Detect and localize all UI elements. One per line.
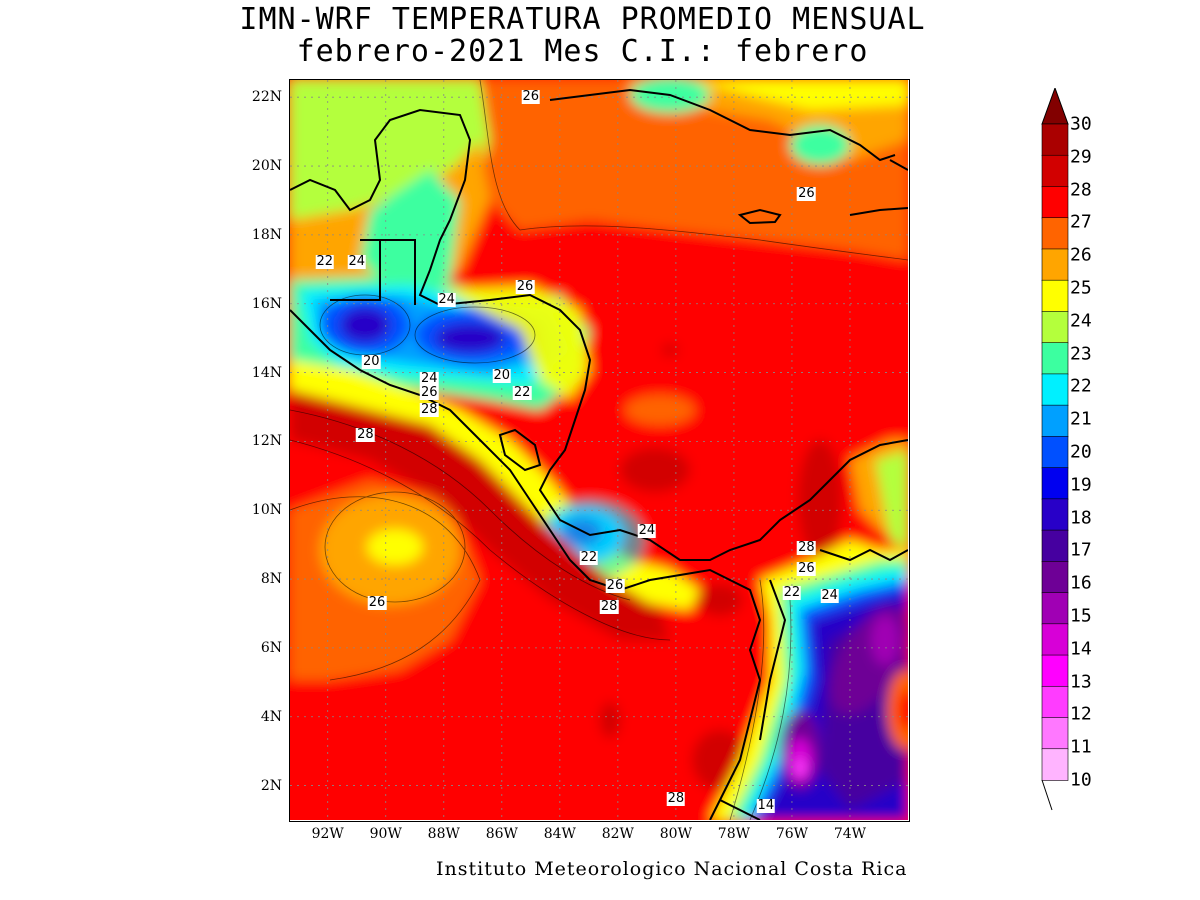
colorbar-level-label: 15: [1070, 605, 1092, 627]
colorbar-level-label: 21: [1070, 408, 1092, 430]
lon-tick-label: 76W: [775, 826, 809, 842]
colorbar-bin: [1041, 623, 1069, 656]
lat-tick-label: 18N: [251, 226, 282, 243]
lat-tick-label: 14N: [251, 364, 282, 381]
colorbar-bin: [1041, 248, 1069, 281]
lat-tick-label: 22N: [251, 89, 282, 106]
contour-label: 20: [492, 368, 512, 383]
colorbar-level-label: 12: [1070, 703, 1092, 725]
colorbar-bin: [1041, 373, 1069, 406]
colorbar-over-triangle: [1041, 88, 1069, 125]
colorbar-level-label: 16: [1070, 572, 1092, 594]
colorbar-level-label: 22: [1070, 375, 1092, 397]
lon-tick-label: 88W: [427, 826, 460, 842]
credit-text: Instituto Meteorologico Nacional Costa R…: [436, 858, 908, 880]
colorbar-level-label: 11: [1070, 736, 1092, 758]
contour-label: 24: [437, 292, 456, 308]
map-title: IMN-WRF TEMPERATURA PROMEDIO MENSUAL: [239, 2, 926, 37]
contour-label: 26: [367, 595, 387, 611]
contour-label: 22: [512, 385, 532, 401]
lon-tick-label: 92W: [311, 826, 344, 842]
lon-tick-label: 84W: [543, 826, 576, 842]
colorbar-bin: [1041, 311, 1069, 344]
contour-label: 26: [419, 385, 439, 401]
lat-tick-label: 4N: [260, 708, 282, 725]
contour-label: 28: [599, 598, 619, 614]
contour-label: 26: [521, 89, 541, 105]
colorbar-level-label: 18: [1070, 507, 1092, 529]
colorbar-under-tail: [1041, 779, 1053, 811]
lat-tick-label: 16N: [251, 295, 282, 312]
contour-label: 26: [797, 185, 816, 201]
lon-tick-label: 80W: [659, 826, 692, 842]
colorbar-level-label: 25: [1070, 277, 1092, 299]
contour-label: 22: [782, 584, 802, 600]
colorbar-level-label: 29: [1070, 146, 1092, 168]
temperature-map: [290, 80, 908, 820]
colorbar-level-label: 17: [1070, 539, 1092, 561]
contour-label: 26: [605, 577, 625, 593]
map-subtitle: febrero-2021 Mes C.I.: febrero: [296, 34, 869, 69]
lon-tick-label: 78W: [717, 826, 751, 842]
colorbar-bin: [1041, 217, 1069, 250]
colorbar-level-label: 27: [1070, 211, 1092, 233]
isotherm-lines: [290, 80, 908, 820]
lat-lon-grid: [290, 80, 908, 820]
colorbar-bin: [1041, 592, 1069, 625]
lat-tick-label: 10N: [251, 502, 282, 519]
lon-tick-label: 82W: [601, 826, 634, 842]
colorbar-level-label: 19: [1070, 474, 1092, 496]
colorbar-bin: [1041, 467, 1069, 500]
contour-label: 24: [637, 522, 657, 538]
colorbar-bin: [1041, 717, 1069, 750]
colorbar-bin: [1041, 529, 1069, 563]
colorbar-level-label: 30: [1070, 113, 1092, 135]
colorbar: [1041, 88, 1069, 811]
colorbar-bin: [1041, 342, 1069, 375]
colorbar-bin: [1041, 748, 1069, 781]
lat-tick-label: 6N: [260, 639, 282, 656]
colorbar-bin: [1041, 561, 1069, 594]
colorbar-bin: [1041, 498, 1069, 531]
colorbar-level-label: 24: [1070, 310, 1092, 332]
contour-label: 28: [419, 402, 439, 418]
colorbar-bin: [1041, 279, 1069, 313]
contour-label: 24: [419, 371, 439, 387]
contour-label: 28: [666, 791, 686, 807]
colorbar-bin: [1041, 123, 1069, 157]
contour-label: 14: [756, 798, 776, 814]
lat-tick-label: 20N: [251, 158, 282, 175]
colorbar-bin: [1041, 654, 1069, 688]
contour-label: 28: [797, 540, 816, 556]
colorbar-bin: [1041, 685, 1069, 719]
lon-tick-label: 90W: [369, 826, 402, 842]
contour-label: 28: [356, 426, 375, 442]
lon-tick-label: 86W: [485, 826, 518, 842]
contour-label: 24: [820, 588, 839, 604]
colorbar-bin: [1041, 404, 1069, 438]
contour-label: 26: [515, 278, 535, 294]
coastlines: [290, 88, 908, 820]
colorbar-level-label: 10: [1070, 769, 1092, 791]
colorbar-level-label: 13: [1070, 671, 1092, 693]
colorbar-level-label: 20: [1070, 441, 1092, 463]
contour-label: 26: [797, 560, 816, 576]
lon-tick-label: 74W: [833, 826, 867, 842]
contour-label: 24: [347, 254, 366, 270]
lat-tick-label: 8N: [260, 571, 282, 588]
colorbar-bin: [1041, 436, 1069, 469]
colorbar-bin: [1041, 154, 1069, 188]
colorbar-level-label: 14: [1070, 638, 1092, 660]
lat-tick-label: 2N: [260, 777, 282, 794]
colorbar-level-label: 26: [1070, 244, 1092, 266]
colorbar-level-label: 28: [1070, 179, 1092, 201]
colorbar-level-label: 23: [1070, 343, 1092, 365]
contour-label: 22: [579, 550, 599, 566]
colorbar-bin: [1041, 186, 1069, 219]
contour-label: 22: [315, 254, 335, 270]
lat-tick-label: 12N: [251, 433, 282, 450]
contour-label: 20: [361, 354, 381, 370]
